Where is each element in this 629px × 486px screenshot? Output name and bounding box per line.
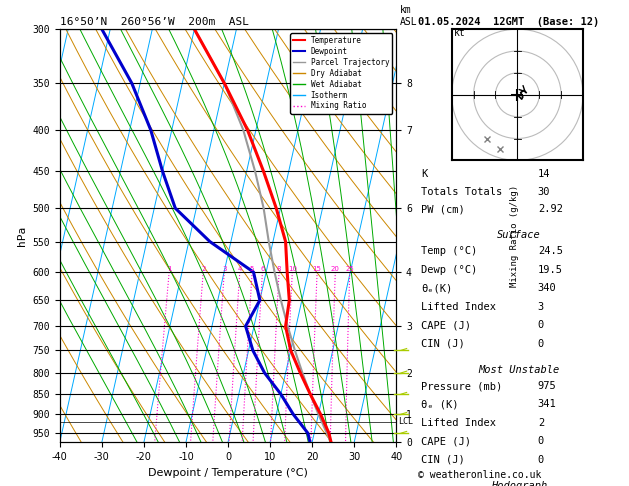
Text: CAPE (J): CAPE (J): [421, 436, 471, 447]
Text: 0: 0: [538, 455, 544, 465]
Text: 25: 25: [345, 266, 354, 272]
Text: 24.5: 24.5: [538, 246, 563, 257]
Text: 0: 0: [538, 436, 544, 447]
Text: Dewp (°C): Dewp (°C): [421, 265, 477, 275]
Y-axis label: hPa: hPa: [17, 226, 27, 246]
Text: © weatheronline.co.uk: © weatheronline.co.uk: [418, 470, 542, 480]
Legend: Temperature, Dewpoint, Parcel Trajectory, Dry Adiabat, Wet Adiabat, Isotherm, Mi: Temperature, Dewpoint, Parcel Trajectory…: [290, 33, 392, 114]
Text: LCL: LCL: [398, 417, 413, 426]
Text: 4: 4: [238, 266, 242, 272]
Text: 340: 340: [538, 283, 557, 294]
Text: 1: 1: [167, 266, 172, 272]
Text: 30: 30: [538, 187, 550, 197]
Text: Mixing Ratio (g/kg): Mixing Ratio (g/kg): [509, 185, 518, 287]
Text: kt: kt: [454, 28, 465, 38]
Text: 0: 0: [538, 339, 544, 349]
Text: Lifted Index: Lifted Index: [421, 418, 496, 428]
Text: 16°50’N  260°56’W  200m  ASL: 16°50’N 260°56’W 200m ASL: [60, 17, 248, 27]
Text: PW (cm): PW (cm): [421, 204, 465, 214]
Text: 20: 20: [331, 266, 340, 272]
Text: km
ASL: km ASL: [399, 5, 417, 27]
Text: CIN (J): CIN (J): [421, 339, 465, 349]
Text: 14: 14: [538, 169, 550, 179]
Text: 2: 2: [538, 418, 544, 428]
Text: CIN (J): CIN (J): [421, 455, 465, 465]
Text: 341: 341: [538, 399, 557, 410]
Text: 975: 975: [538, 381, 557, 391]
Text: 10: 10: [288, 266, 297, 272]
Text: Totals Totals: Totals Totals: [421, 187, 503, 197]
Text: Pressure (mb): Pressure (mb): [421, 381, 503, 391]
Text: CAPE (J): CAPE (J): [421, 320, 471, 330]
Text: 5: 5: [250, 266, 254, 272]
Text: Lifted Index: Lifted Index: [421, 302, 496, 312]
Text: 3: 3: [538, 302, 544, 312]
Text: 01.05.2024  12GMT  (Base: 12): 01.05.2024 12GMT (Base: 12): [418, 17, 599, 27]
Text: Hodograph: Hodograph: [491, 481, 547, 486]
Text: 2: 2: [201, 266, 206, 272]
Text: 0: 0: [538, 320, 544, 330]
Text: 15: 15: [313, 266, 321, 272]
Text: θₑ (K): θₑ (K): [421, 399, 459, 410]
Text: K: K: [421, 169, 428, 179]
Text: Temp (°C): Temp (°C): [421, 246, 477, 257]
Text: θₑ(K): θₑ(K): [421, 283, 453, 294]
Text: 3: 3: [222, 266, 226, 272]
Text: 8: 8: [277, 266, 281, 272]
Text: Most Unstable: Most Unstable: [478, 364, 560, 375]
Text: Surface: Surface: [497, 230, 541, 240]
Text: 2.92: 2.92: [538, 204, 563, 214]
Text: 6: 6: [260, 266, 265, 272]
X-axis label: Dewpoint / Temperature (°C): Dewpoint / Temperature (°C): [148, 468, 308, 478]
Text: 19.5: 19.5: [538, 265, 563, 275]
